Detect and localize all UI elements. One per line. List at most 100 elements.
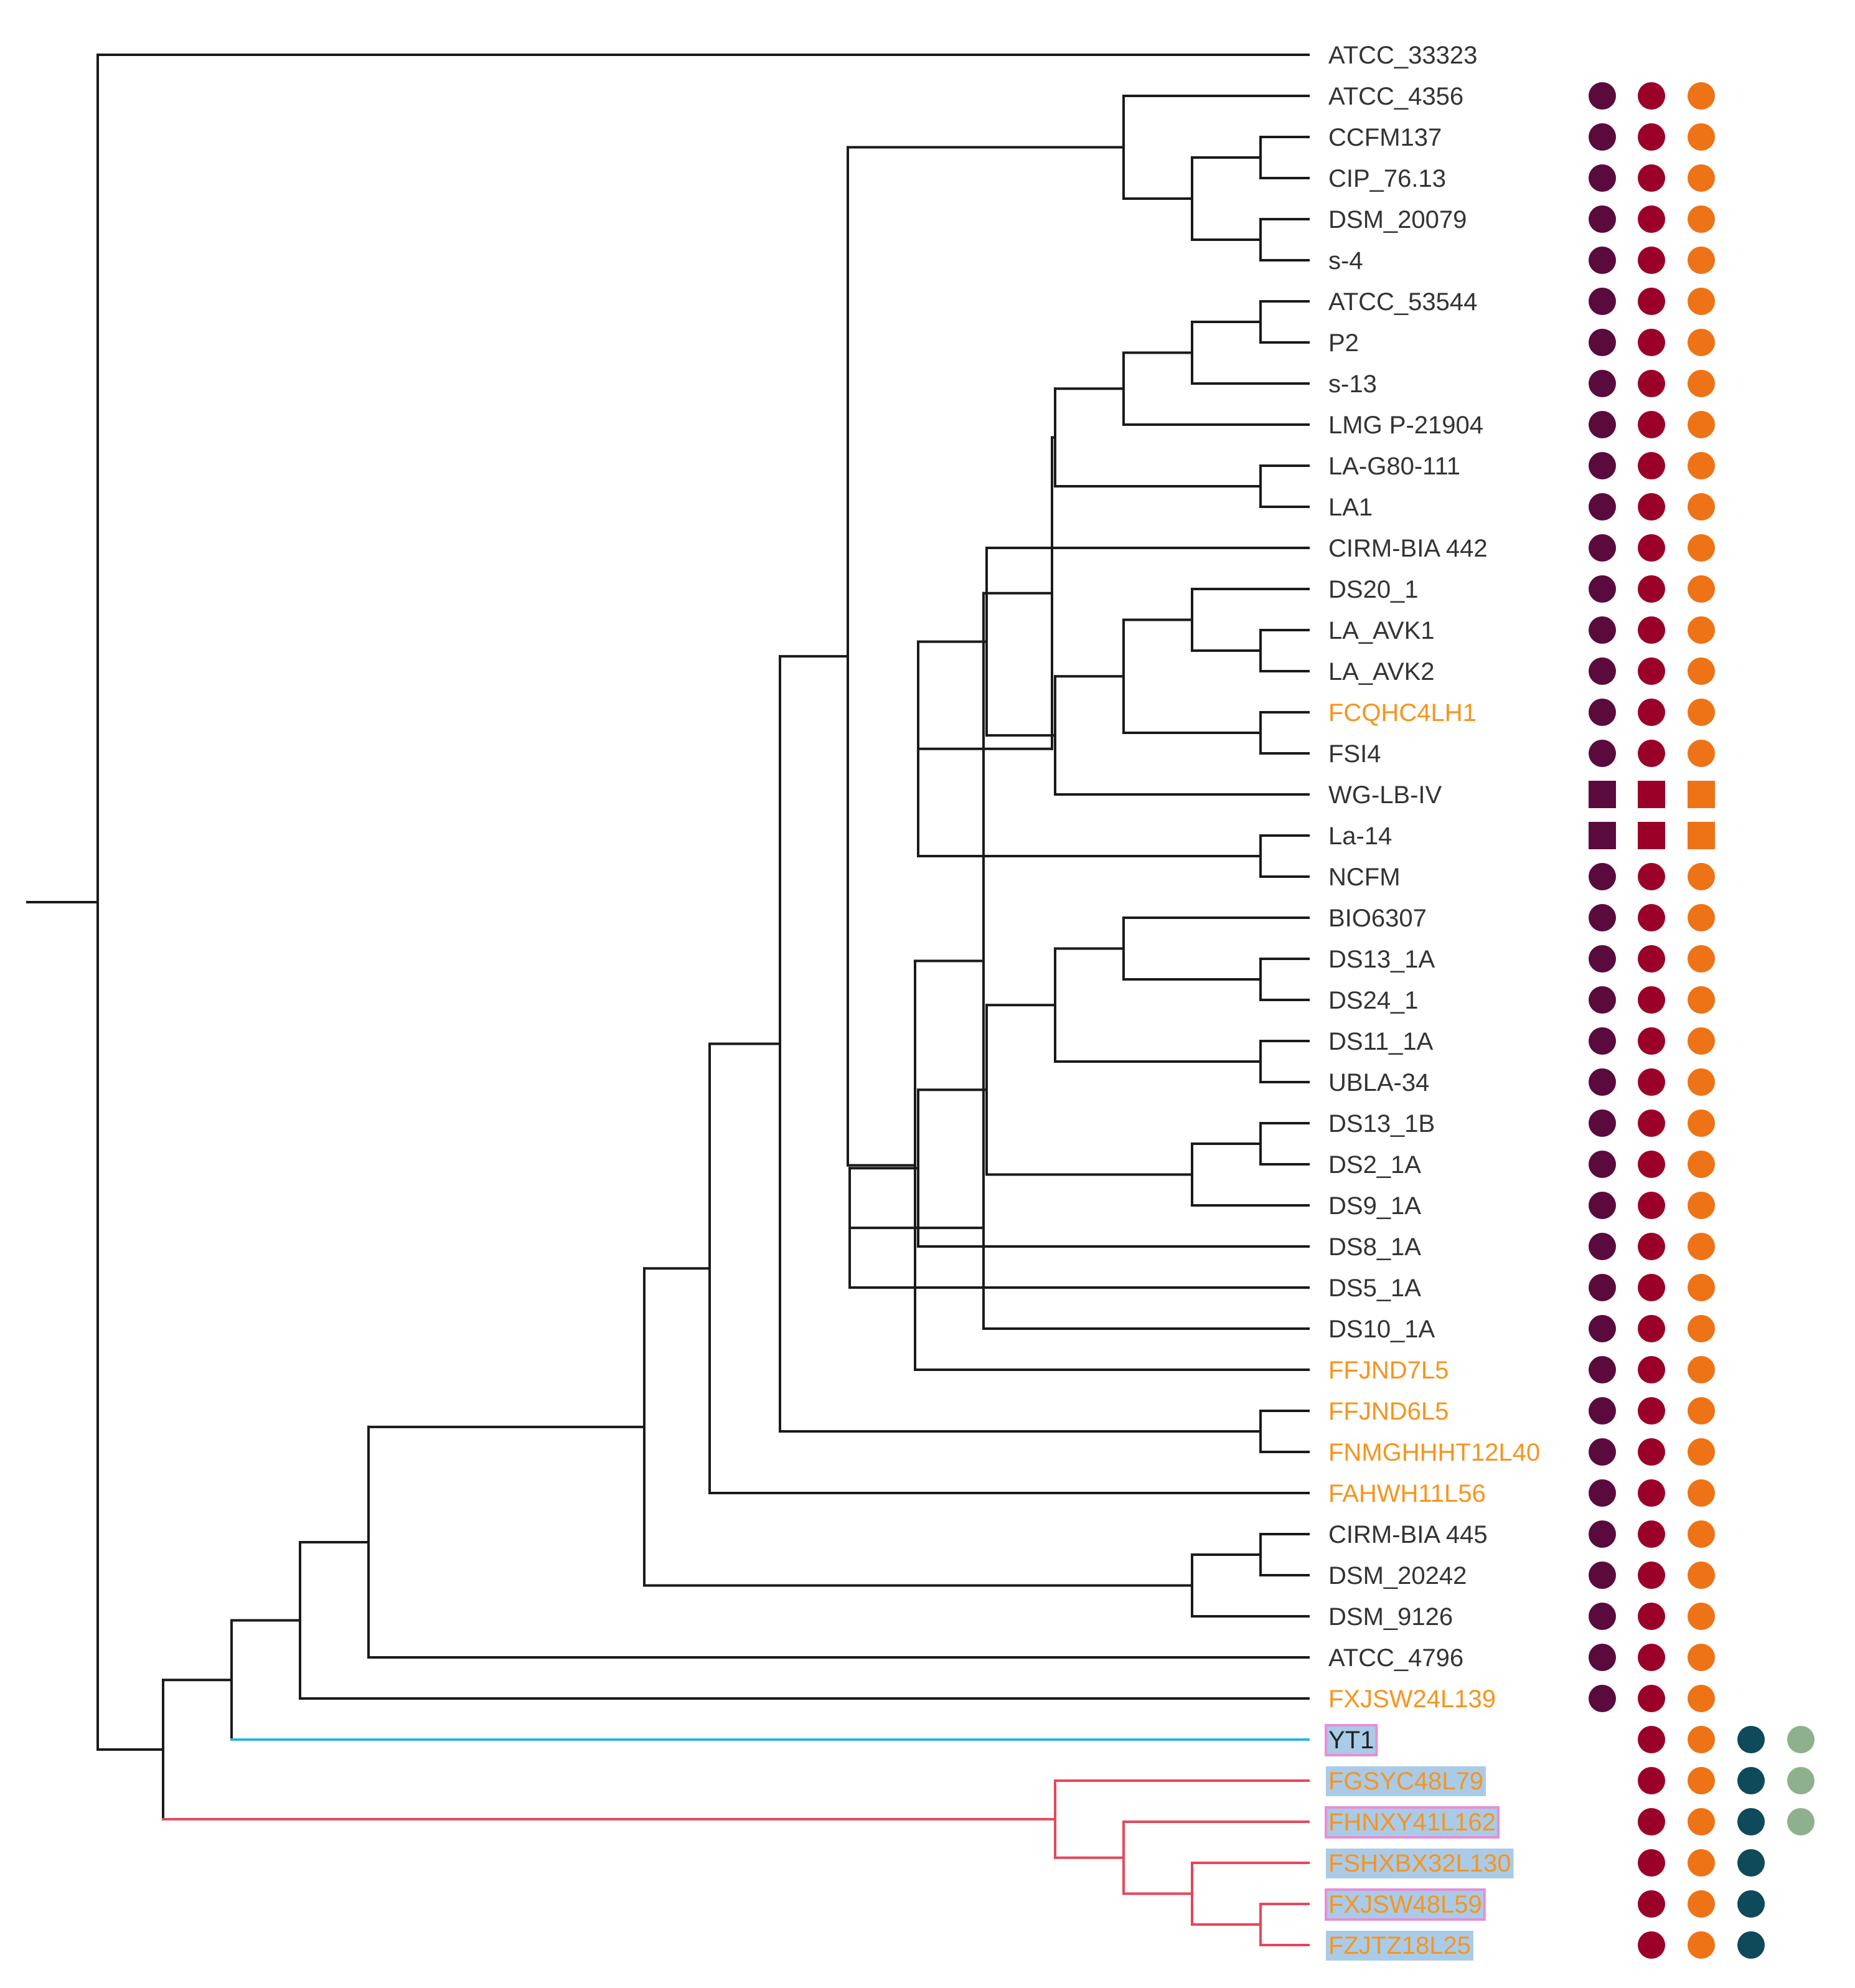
trait-marker-col4-circle-41 xyxy=(1737,1726,1765,1753)
leaf-label-24: DS11_1A xyxy=(1328,1028,1434,1055)
leaf-label-3: CIP_76.13 xyxy=(1328,165,1446,192)
trait-marker-col2-circle-45 xyxy=(1638,1890,1665,1918)
leaf-label-33: FFJND6L5 xyxy=(1328,1398,1449,1425)
trait-marker-col2-circle-9 xyxy=(1638,411,1665,438)
trait-marker-col2-circle-28 xyxy=(1638,1192,1665,1219)
trait-markers xyxy=(1589,82,1815,1959)
trait-marker-col2-circle-14 xyxy=(1638,616,1665,644)
leaf-label-34: FNMGHHHT12L40 xyxy=(1328,1439,1540,1466)
trait-marker-col2-circle-15 xyxy=(1638,657,1665,685)
trait-marker-col2-circle-8 xyxy=(1638,370,1665,397)
trait-marker-col2-circle-3 xyxy=(1638,164,1665,192)
trait-marker-col2-circle-17 xyxy=(1638,740,1665,767)
trait-marker-col3-circle-2 xyxy=(1688,123,1715,151)
trait-marker-col1-circle-32 xyxy=(1589,1356,1616,1383)
trait-marker-col5-circle-41 xyxy=(1787,1726,1815,1753)
leaf-label-0: ATCC_33323 xyxy=(1328,42,1477,69)
trait-marker-col4-circle-43 xyxy=(1737,1808,1765,1835)
trait-marker-col3-circle-38 xyxy=(1688,1603,1715,1630)
leaf-label-38: DSM_9126 xyxy=(1328,1603,1453,1631)
leaf-label-19: La-14 xyxy=(1328,822,1392,850)
trait-marker-col2-circle-20 xyxy=(1638,863,1665,890)
trait-marker-col2-circle-4 xyxy=(1638,205,1665,233)
trait-marker-col3-circle-7 xyxy=(1688,329,1715,356)
trait-marker-col2-circle-34 xyxy=(1638,1438,1665,1466)
leaf-label-20: NCFM xyxy=(1328,864,1401,891)
trait-marker-col1-circle-6 xyxy=(1589,288,1616,315)
leaf-label-15: LA_AVK2 xyxy=(1328,658,1435,685)
leaf-label-10: LA-G80-111 xyxy=(1328,453,1460,480)
trait-marker-col2-circle-29 xyxy=(1638,1233,1665,1260)
trait-marker-col2-circle-6 xyxy=(1638,288,1665,315)
trait-marker-col3-circle-42 xyxy=(1688,1767,1715,1794)
trait-marker-col3-circle-28 xyxy=(1688,1192,1715,1219)
trait-marker-col2-circle-13 xyxy=(1638,575,1665,603)
trait-marker-col2-circle-24 xyxy=(1638,1027,1665,1055)
trait-marker-col3-circle-39 xyxy=(1688,1644,1715,1671)
trait-marker-col3-circle-12 xyxy=(1688,534,1715,562)
trait-marker-col2-circle-12 xyxy=(1638,534,1665,562)
trait-marker-col2-square-19 xyxy=(1638,822,1665,849)
leaf-label-28: DS9_1A xyxy=(1328,1192,1421,1220)
trait-marker-col1-circle-12 xyxy=(1589,534,1616,562)
trait-marker-col1-square-19 xyxy=(1589,822,1616,849)
leaf-label-16: FCQHC4LH1 xyxy=(1328,699,1477,727)
trait-marker-col1-circle-8 xyxy=(1589,370,1616,397)
trait-marker-col1-circle-38 xyxy=(1589,1603,1616,1630)
trait-marker-col2-circle-43 xyxy=(1638,1808,1665,1835)
trait-marker-col1-circle-20 xyxy=(1589,863,1616,890)
trait-marker-col2-circle-30 xyxy=(1638,1274,1665,1301)
trait-marker-col2-circle-27 xyxy=(1638,1151,1665,1178)
trait-marker-col2-circle-21 xyxy=(1638,904,1665,931)
label-highlight-box-41 xyxy=(1325,1724,1378,1756)
trait-marker-col2-circle-35 xyxy=(1638,1479,1665,1507)
trait-marker-col3-circle-10 xyxy=(1688,452,1715,479)
trait-marker-col2-circle-41 xyxy=(1638,1726,1665,1753)
trait-marker-col4-circle-42 xyxy=(1737,1767,1765,1794)
leaf-label-5: s-4 xyxy=(1328,247,1363,275)
trait-marker-col3-circle-4 xyxy=(1688,205,1715,233)
trait-marker-col3-circle-1 xyxy=(1688,82,1715,110)
trait-marker-col3-circle-8 xyxy=(1688,370,1715,397)
trait-marker-col2-circle-2 xyxy=(1638,123,1665,151)
trait-marker-col3-circle-17 xyxy=(1688,740,1715,767)
leaf-label-35: FAHWH11L56 xyxy=(1328,1480,1486,1507)
trait-marker-col1-circle-26 xyxy=(1589,1109,1616,1137)
trait-marker-col3-circle-44 xyxy=(1688,1849,1715,1877)
leaf-label-1: ATCC_4356 xyxy=(1328,83,1463,110)
leaf-label-26: DS13_1B xyxy=(1328,1110,1435,1138)
trait-marker-col3-circle-41 xyxy=(1688,1726,1715,1753)
trait-marker-col2-circle-37 xyxy=(1638,1562,1665,1589)
trait-marker-col1-circle-34 xyxy=(1589,1438,1616,1466)
leaf-label-14: LA_AVK1 xyxy=(1328,617,1435,644)
trait-marker-col2-circle-23 xyxy=(1638,986,1665,1014)
trait-marker-col3-circle-32 xyxy=(1688,1356,1715,1383)
trait-marker-col3-circle-46 xyxy=(1688,1931,1715,1959)
trait-marker-col3-circle-15 xyxy=(1688,657,1715,685)
trait-marker-col1-circle-40 xyxy=(1589,1685,1616,1712)
trait-marker-col3-circle-11 xyxy=(1688,493,1715,521)
leaf-label-6: ATCC_53544 xyxy=(1328,288,1477,316)
trait-marker-col3-circle-29 xyxy=(1688,1233,1715,1260)
trait-marker-col1-circle-28 xyxy=(1589,1192,1616,1219)
trait-marker-col1-circle-16 xyxy=(1589,699,1616,726)
leaf-label-23: DS24_1 xyxy=(1328,987,1419,1014)
trait-marker-col5-circle-43 xyxy=(1787,1808,1815,1835)
trait-marker-col3-circle-33 xyxy=(1688,1397,1715,1425)
trait-marker-col3-circle-35 xyxy=(1688,1479,1715,1507)
trait-marker-col1-circle-14 xyxy=(1589,616,1616,644)
trait-marker-col2-circle-38 xyxy=(1638,1603,1665,1630)
leaf-label-43: FHNXY41L162 xyxy=(1328,1809,1496,1836)
leaf-label-9: LMG P-21904 xyxy=(1328,412,1483,439)
leaf-label-44: FSHXBX32L130 xyxy=(1328,1850,1511,1877)
trait-marker-col3-circle-20 xyxy=(1688,863,1715,890)
trait-marker-col1-circle-31 xyxy=(1589,1315,1616,1342)
leaf-label-21: BIO6307 xyxy=(1328,905,1427,932)
trait-marker-col2-circle-22 xyxy=(1638,945,1665,973)
trait-marker-col1-circle-9 xyxy=(1589,411,1616,438)
trait-marker-col3-circle-36 xyxy=(1688,1520,1715,1548)
trait-marker-col1-circle-2 xyxy=(1589,123,1616,151)
trait-marker-col2-circle-10 xyxy=(1638,452,1665,479)
trait-marker-col2-circle-36 xyxy=(1638,1520,1665,1548)
leaf-label-39: ATCC_4796 xyxy=(1328,1644,1463,1672)
